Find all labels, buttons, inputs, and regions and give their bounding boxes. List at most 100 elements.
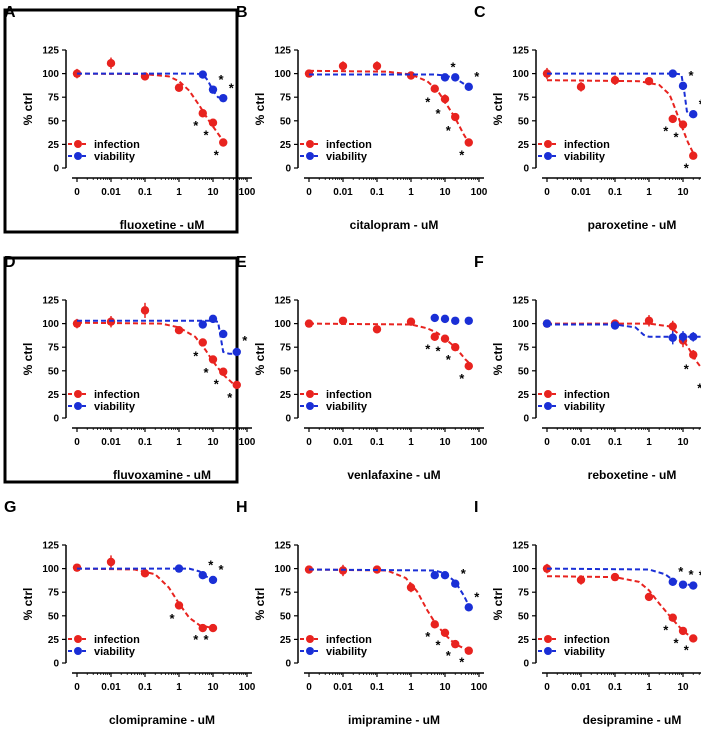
series-viability-point: [542, 319, 552, 328]
legend-label: viability: [326, 401, 368, 413]
y-tick-label: 0: [285, 659, 291, 670]
x-tick-label: 0.1: [608, 187, 622, 198]
series-viability-point: [440, 73, 450, 82]
legend-label: viability: [564, 151, 606, 163]
series-infection-point: [668, 613, 677, 622]
significance-star: *: [229, 80, 235, 95]
significance-star: *: [446, 352, 452, 367]
panel-letter: A: [4, 4, 16, 21]
x-tick-label: 0.1: [370, 187, 384, 198]
series-infection-point: [198, 109, 207, 118]
significance-star: *: [459, 147, 465, 162]
legend-label: infection: [326, 389, 372, 401]
y-tick-label: 125: [274, 296, 291, 307]
series-viability-point: [219, 93, 228, 103]
x-tick-label: 0.01: [101, 682, 121, 693]
x-tick-label: 10: [677, 187, 689, 198]
x-tick-label: 0: [74, 682, 80, 693]
legend-swatch-point: [544, 390, 552, 398]
x-axis-label: fluoxetine - uM: [120, 218, 205, 232]
x-tick-label: 10: [207, 187, 219, 198]
series-infection-point: [440, 628, 450, 637]
legend-swatch-point: [74, 140, 82, 148]
y-tick-label: 25: [48, 390, 60, 401]
significance-star: *: [218, 72, 224, 87]
y-tick-label: 75: [48, 588, 60, 599]
panel-d: D 0 25 50 75 100 125 0 0.01 0.1 1 10 100 % ctrl fluvox…: [3, 254, 256, 484]
panel-letter: E: [236, 254, 247, 271]
series-infection-point: [406, 583, 416, 592]
y-tick-label: 25: [280, 635, 292, 646]
x-axis-label: desipramine - uM: [583, 713, 682, 727]
legend-swatch-point: [544, 635, 552, 643]
y-tick-label: 100: [274, 69, 291, 80]
significance-star: *: [193, 348, 199, 363]
series-infection-point: [610, 76, 620, 85]
series-infection-point: [430, 84, 439, 93]
legend-swatch-point: [306, 140, 314, 148]
x-tick-label: 0: [306, 437, 312, 448]
x-axis-label: citalopram - uM: [350, 218, 439, 232]
significance-star: *: [214, 377, 220, 392]
series-infection-point: [464, 646, 473, 655]
series-viability-point: [678, 81, 688, 91]
x-tick-label: 10: [677, 437, 689, 448]
y-tick-label: 100: [274, 564, 291, 575]
series-viability-point: [219, 329, 228, 339]
legend-swatch-point: [306, 402, 314, 410]
series-infection-point: [140, 306, 150, 315]
panel-c: C 0 25 50 75 100 125 0 0.01 0.1 1 10 100 % ctrl paroxe…: [474, 4, 701, 232]
x-tick-label: 0: [544, 682, 550, 693]
panel-b: B 0 25 50 75 100 125 0 0.01 0.1 1 10 100 % ctrl citalo…: [236, 4, 488, 232]
series-infection-point: [430, 620, 439, 629]
panel-e: E 0 25 50 75 100 125 0 0.01 0.1 1 10 100 % ctrl venlaf…: [236, 254, 488, 482]
legend-swatch-point: [74, 647, 82, 655]
series-infection-point: [208, 355, 218, 364]
x-tick-label: 1: [408, 682, 414, 693]
series-infection-point: [451, 112, 460, 122]
series-viability-point: [198, 70, 207, 79]
series-viability-point: [464, 82, 473, 92]
x-tick-label: 0.1: [138, 437, 152, 448]
y-tick-label: 100: [42, 69, 59, 80]
significance-star: *: [663, 124, 669, 139]
x-tick-label: 0: [306, 187, 312, 198]
legend-label: viability: [94, 646, 136, 658]
legend-label: infection: [564, 634, 610, 646]
x-tick-label: 100: [471, 682, 488, 693]
panel-letter: F: [474, 254, 484, 271]
y-tick-label: 50: [48, 116, 60, 127]
y-tick-label: 125: [42, 296, 59, 307]
legend-label: infection: [564, 389, 610, 401]
series-viability-fit-curve: [547, 323, 701, 338]
y-tick-label: 75: [48, 93, 60, 104]
x-tick-label: 1: [646, 187, 652, 198]
significance-star: *: [699, 568, 701, 583]
series-infection-fit-curve: [547, 322, 701, 370]
y-tick-label: 25: [48, 635, 60, 646]
series-infection-point: [174, 83, 184, 92]
significance-star: *: [673, 129, 679, 144]
series-infection-point: [219, 367, 228, 376]
y-tick-label: 75: [280, 93, 292, 104]
series-infection-point: [106, 557, 116, 567]
x-tick-label: 0.01: [333, 437, 353, 448]
y-tick-label: 125: [42, 46, 59, 57]
series-infection-point: [576, 82, 586, 92]
y-tick-label: 0: [53, 164, 59, 175]
y-axis-label: % ctrl: [21, 93, 35, 126]
legend-swatch-point: [306, 635, 314, 643]
series-infection-point: [219, 138, 228, 147]
y-tick-label: 0: [53, 659, 59, 670]
series-infection-point: [440, 94, 450, 104]
significance-star: *: [684, 161, 690, 176]
legend-swatch-point: [306, 647, 314, 655]
series-infection-point: [372, 325, 382, 334]
x-tick-label: 1: [646, 682, 652, 693]
x-tick-label: 100: [239, 437, 256, 448]
legend-swatch-point: [74, 402, 82, 410]
y-tick-label: 0: [285, 164, 291, 175]
series-viability-point: [174, 564, 184, 573]
series-infection-fit-curve: [308, 69, 473, 148]
x-tick-label: 0.01: [101, 187, 121, 198]
